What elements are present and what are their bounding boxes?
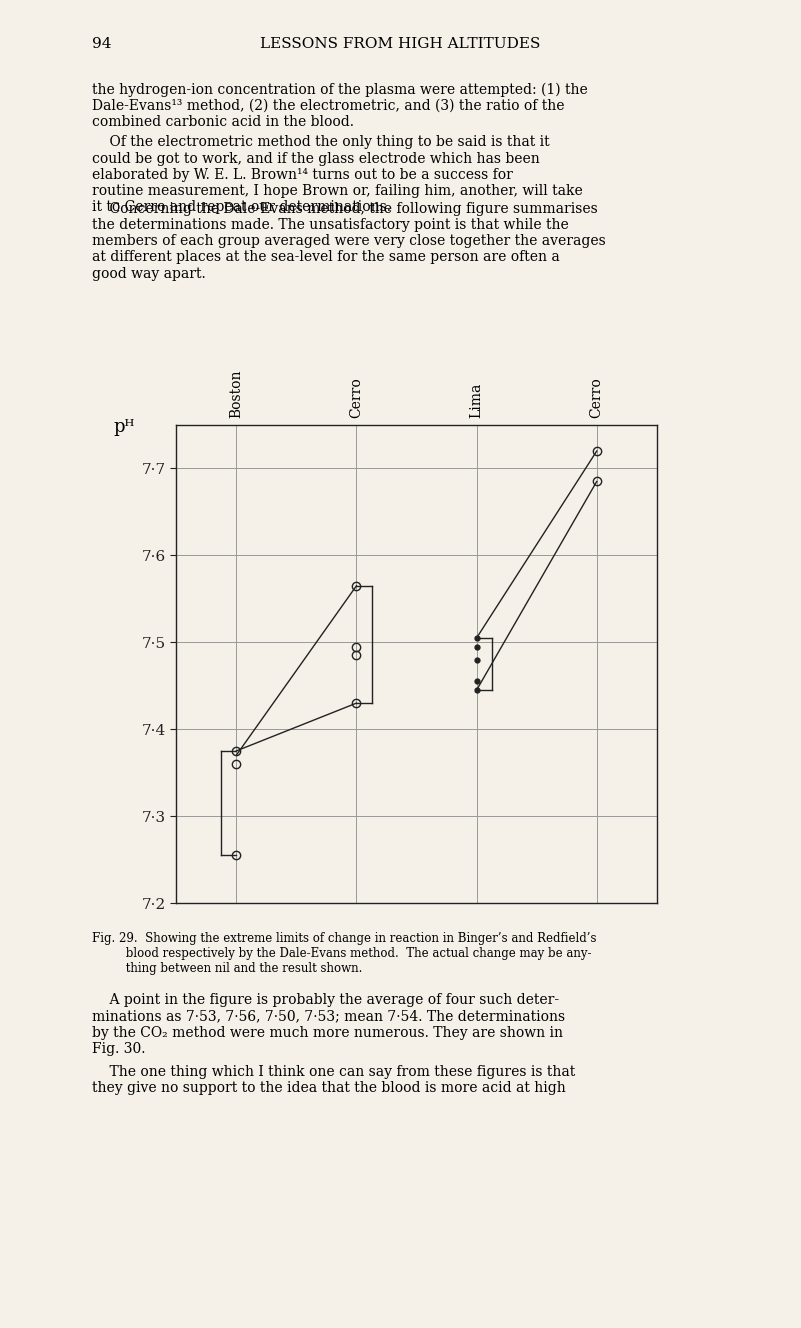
Text: Boston: Boston	[229, 369, 244, 418]
Text: Fig. 29.  Showing the extreme limits of change in reaction in Binger’s and Redfi: Fig. 29. Showing the extreme limits of c…	[92, 932, 597, 975]
Text: Lima: Lima	[469, 382, 484, 418]
Text: Cerro: Cerro	[590, 377, 604, 418]
Text: the hydrogen-ion concentration of the plasma were attempted: (1) the
Dale-Evans¹: the hydrogen-ion concentration of the pl…	[92, 82, 588, 129]
Text: pᴴ: pᴴ	[114, 418, 135, 437]
Text: Of the electrometric method the only thing to be said is that it
could be got to: Of the electrometric method the only thi…	[92, 135, 583, 214]
Text: Cerro: Cerro	[349, 377, 364, 418]
Text: LESSONS FROM HIGH ALTITUDES: LESSONS FROM HIGH ALTITUDES	[260, 37, 541, 52]
Text: The one thing which I think one can say from these figures is that
they give no : The one thing which I think one can say …	[92, 1065, 575, 1096]
Text: 94: 94	[92, 37, 111, 52]
Text: Concerning the Dale-Evans method, the following figure summarises
the determinat: Concerning the Dale-Evans method, the fo…	[92, 202, 606, 280]
Text: A point in the figure is probably the average of four such deter-
minations as 7: A point in the figure is probably the av…	[92, 993, 566, 1056]
